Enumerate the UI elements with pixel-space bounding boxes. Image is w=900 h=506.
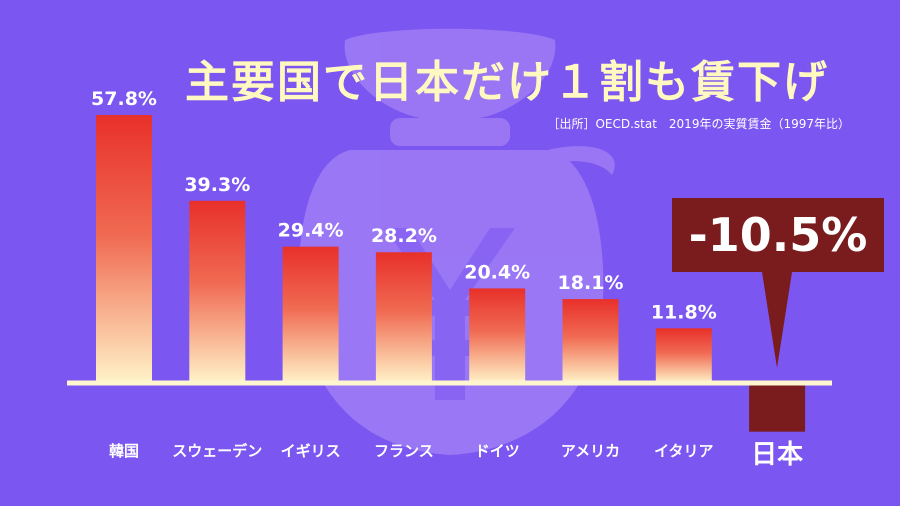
value-label-6: 18.1% [558, 272, 624, 294]
bar-5 [469, 288, 526, 383]
bar-2 [189, 200, 246, 383]
bar-7 [655, 328, 712, 383]
chart-title: 主要国で日本だけ１割も賃下げ [185, 57, 829, 108]
value-label-7: 11.8% [651, 301, 717, 323]
japan-callout-label: -10.5% [672, 198, 884, 272]
category-label-1: 韓国 [109, 442, 139, 460]
bar-3 [282, 246, 339, 383]
category-label-7: イタリア [654, 442, 713, 460]
value-label-5: 20.4% [464, 261, 530, 283]
value-label-4: 28.2% [371, 225, 437, 247]
bar-6 [562, 299, 619, 383]
category-label-6: アメリカ [561, 442, 620, 460]
category-label-5: ドイツ [475, 442, 520, 460]
bar-4 [375, 252, 432, 383]
bar-1 [96, 115, 152, 383]
callout-pointer [762, 272, 792, 368]
category-label-2: スウェーデン [172, 442, 262, 460]
value-label-3: 29.4% [278, 220, 344, 242]
source-note: ［出所］OECD.stat 2019年の実質賃金（1997年比） [547, 117, 850, 131]
category-label-8: 日本 [751, 440, 803, 470]
bar-8 [749, 383, 806, 432]
value-label-1: 57.8% [91, 88, 157, 110]
category-label-3: イギリス [281, 442, 341, 460]
category-label-4: フランス [374, 442, 434, 460]
value-label-2: 39.3% [184, 174, 250, 196]
